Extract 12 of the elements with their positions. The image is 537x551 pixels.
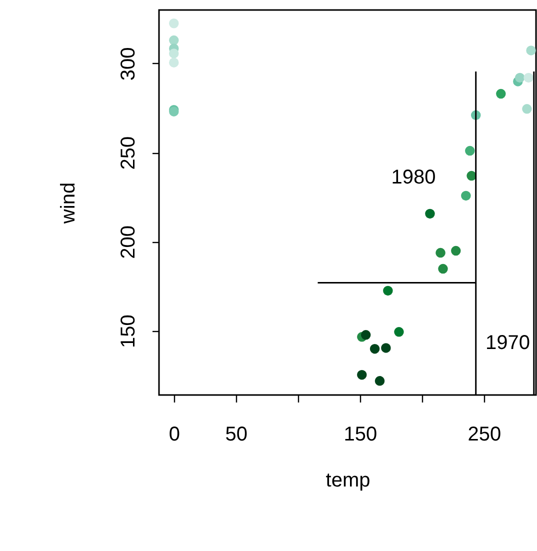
x-tick-label: 50 [225, 424, 248, 446]
annotation: 1970 [485, 332, 530, 354]
x-axis-title: temp [326, 470, 370, 492]
x-tick-label: 150 [344, 424, 378, 446]
x-tick-label: 0 [168, 424, 180, 446]
y-axis-title: wind [58, 182, 80, 225]
x-tick-label: 250 [468, 424, 502, 446]
y-tick-label: 250 [118, 136, 140, 170]
annotation: 1980 [391, 166, 436, 188]
y-tick-label: 150 [118, 314, 140, 348]
y-tick-label: 300 [118, 47, 140, 81]
y-tick-label: 200 [118, 226, 140, 259]
